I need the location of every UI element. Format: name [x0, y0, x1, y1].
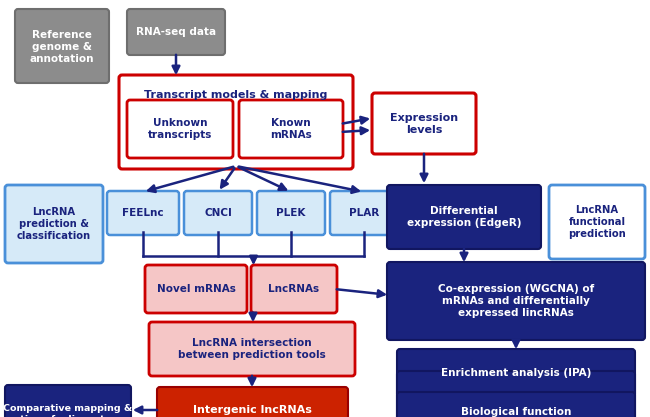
- FancyBboxPatch shape: [145, 265, 247, 313]
- FancyBboxPatch shape: [387, 185, 541, 249]
- Text: PLAR: PLAR: [349, 208, 379, 218]
- FancyBboxPatch shape: [549, 185, 645, 259]
- FancyBboxPatch shape: [239, 100, 343, 158]
- Text: LncRNA
prediction &
classification: LncRNA prediction & classification: [17, 206, 91, 241]
- Text: Expression
levels: Expression levels: [390, 113, 458, 135]
- FancyBboxPatch shape: [5, 185, 103, 263]
- FancyBboxPatch shape: [397, 392, 635, 417]
- FancyBboxPatch shape: [149, 322, 355, 376]
- Text: Comparative mapping &
function of adjacent genes: Comparative mapping & function of adjace…: [0, 404, 140, 417]
- FancyBboxPatch shape: [5, 385, 131, 417]
- Text: Unknown
transcripts: Unknown transcripts: [148, 118, 212, 140]
- FancyBboxPatch shape: [251, 265, 337, 313]
- FancyBboxPatch shape: [372, 93, 476, 154]
- Text: Co-expression (WGCNA) of
mRNAs and differentially
expressed lincRNAs: Co-expression (WGCNA) of mRNAs and diffe…: [438, 284, 594, 319]
- Text: Differential
expression (EdgeR): Differential expression (EdgeR): [407, 206, 521, 228]
- Text: RNA-seq data: RNA-seq data: [136, 27, 216, 37]
- FancyBboxPatch shape: [397, 371, 635, 417]
- Text: CNCI: CNCI: [204, 208, 232, 218]
- Text: Novel mRNAs: Novel mRNAs: [157, 284, 235, 294]
- FancyBboxPatch shape: [127, 100, 233, 158]
- FancyBboxPatch shape: [387, 262, 645, 340]
- Text: Intergenic lncRNAs
(lincRNAs): Intergenic lncRNAs (lincRNAs): [192, 405, 311, 417]
- FancyBboxPatch shape: [157, 387, 348, 417]
- Text: FEELnc: FEELnc: [122, 208, 164, 218]
- FancyBboxPatch shape: [107, 191, 179, 235]
- Text: LncRNA
functional
prediction: LncRNA functional prediction: [568, 205, 626, 239]
- Text: Transcript models & mapping: Transcript models & mapping: [144, 90, 328, 100]
- Text: LncRNAs: LncRNAs: [268, 284, 320, 294]
- FancyBboxPatch shape: [127, 9, 225, 55]
- FancyBboxPatch shape: [119, 75, 353, 169]
- FancyBboxPatch shape: [15, 9, 109, 83]
- FancyBboxPatch shape: [330, 191, 398, 235]
- FancyBboxPatch shape: [397, 349, 635, 397]
- Text: LncRNA intersection
between prediction tools: LncRNA intersection between prediction t…: [178, 338, 326, 360]
- Text: PLEK: PLEK: [276, 208, 306, 218]
- FancyBboxPatch shape: [184, 191, 252, 235]
- Text: Biological function
prediction: Biological function prediction: [461, 407, 571, 417]
- Text: Known
mRNAs: Known mRNAs: [270, 118, 312, 140]
- Text: Enrichment analysis (IPA): Enrichment analysis (IPA): [441, 368, 592, 378]
- FancyBboxPatch shape: [257, 191, 325, 235]
- Text: Reference
genome &
annotation: Reference genome & annotation: [30, 30, 94, 64]
